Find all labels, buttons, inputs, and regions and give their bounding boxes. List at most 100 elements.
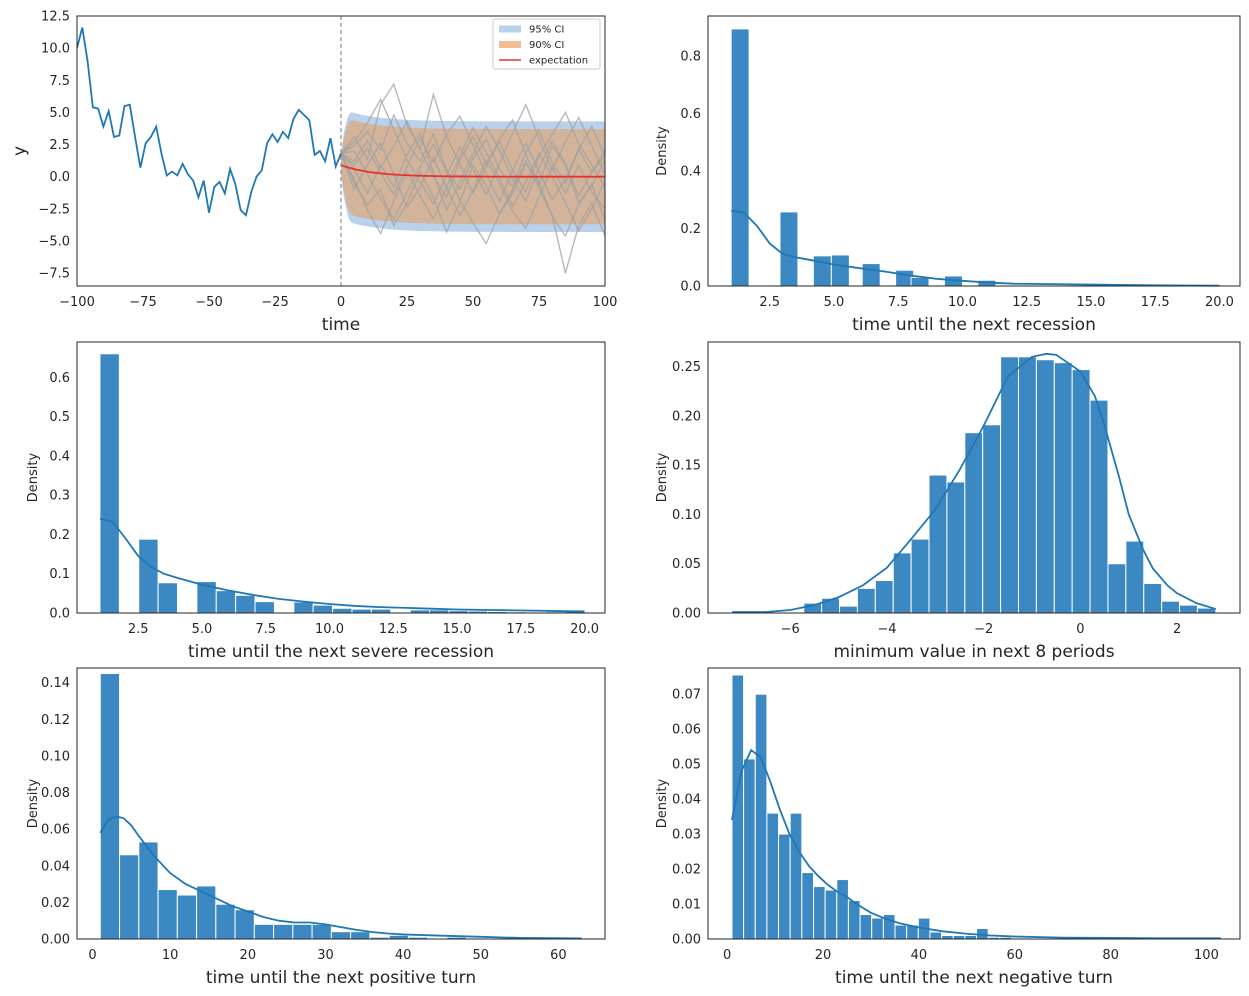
y-tick-label: 0.05 bbox=[672, 758, 701, 773]
y-axis-label: Density bbox=[26, 452, 41, 502]
histogram-bar bbox=[859, 914, 873, 940]
histogram-bar bbox=[138, 538, 159, 614]
histogram-bar bbox=[892, 552, 912, 614]
histogram-bar bbox=[235, 594, 256, 614]
histogram-bar bbox=[964, 935, 978, 940]
y-tick-label: 0.14 bbox=[41, 676, 70, 691]
x-tick-label: −100 bbox=[59, 295, 95, 310]
panel-1-forecast bbox=[77, 16, 605, 286]
histogram-bar bbox=[99, 672, 121, 940]
y-tick-label: 0.10 bbox=[41, 749, 70, 764]
x-tick-label: −2 bbox=[974, 622, 993, 637]
x-tick-label: 20.0 bbox=[570, 622, 599, 637]
histogram-bar bbox=[253, 923, 275, 940]
y-tick-label: 0.0 bbox=[49, 607, 70, 622]
y-tick-label: 0.02 bbox=[672, 863, 701, 878]
y-tick-label: 0.03 bbox=[672, 828, 701, 843]
plot-frame bbox=[707, 15, 1241, 287]
simulation-path bbox=[340, 126, 605, 235]
x-axis-label: time bbox=[322, 315, 360, 335]
y-tick-label: 0.06 bbox=[672, 723, 701, 738]
y-tick-label: −7.5 bbox=[38, 267, 70, 282]
histogram-bar bbox=[311, 923, 332, 940]
histogram-bar bbox=[330, 931, 352, 940]
histogram-bar bbox=[836, 879, 849, 940]
x-tick-label: 75 bbox=[531, 295, 548, 310]
plot-frame bbox=[707, 341, 1241, 614]
x-tick-label: 12.5 bbox=[379, 622, 408, 637]
histogram-bar bbox=[293, 601, 314, 614]
x-tick-label: 2.5 bbox=[759, 295, 780, 310]
histogram-bar bbox=[350, 931, 371, 940]
y-tick-label: 2.5 bbox=[49, 138, 70, 153]
legend-label: expectation bbox=[529, 56, 588, 67]
y-tick-label: 0.0 bbox=[680, 280, 701, 295]
histogram-bar bbox=[801, 872, 814, 940]
histogram-bar bbox=[215, 903, 236, 940]
panel-6-axes: 0 20 40 60 80 100 0.00 0.01 0.02 0.03 0.04 0.05 0.06… bbox=[655, 688, 1219, 988]
x-tick-label: 0 bbox=[88, 948, 96, 963]
y-tick-label: 0.00 bbox=[41, 933, 70, 948]
simulation-path bbox=[340, 153, 605, 238]
y-tick-label: 0.00 bbox=[672, 607, 701, 622]
simulation-path bbox=[340, 141, 605, 230]
y-tick-label: 0.12 bbox=[41, 713, 70, 728]
histogram-bar bbox=[856, 587, 876, 614]
y-tick-label: 0.02 bbox=[41, 896, 70, 911]
y-tick-label: 0.04 bbox=[672, 793, 701, 808]
x-tick-label: 40 bbox=[911, 948, 928, 963]
y-tick-label: 0.1 bbox=[49, 567, 70, 582]
legend-label: 90% CI bbox=[529, 40, 564, 51]
y-tick-label: 0.25 bbox=[672, 360, 701, 375]
histogram-bar bbox=[370, 608, 392, 614]
y-tick-label: 10.0 bbox=[41, 42, 70, 57]
y-axis-label: Density bbox=[655, 778, 670, 828]
plot-frame bbox=[707, 667, 1241, 940]
y-tick-label: 0.4 bbox=[680, 165, 701, 180]
x-tick-label: 60 bbox=[1006, 948, 1023, 963]
histogram-bar bbox=[1143, 582, 1163, 614]
x-tick-label: −25 bbox=[261, 295, 288, 310]
y-tick-label: 0.00 bbox=[672, 933, 701, 948]
histogram-bar bbox=[910, 538, 930, 614]
x-tick-label: 30 bbox=[317, 948, 334, 963]
histogram-bar bbox=[1071, 369, 1091, 614]
y-tick-label: 0.2 bbox=[49, 528, 70, 543]
x-tick-label: 15.0 bbox=[443, 622, 472, 637]
kde-line bbox=[99, 815, 582, 940]
x-tick-label: 40 bbox=[395, 948, 412, 963]
histogram-bar bbox=[254, 601, 275, 614]
x-tick-label: −6 bbox=[781, 622, 800, 637]
y-tick-label: 7.5 bbox=[49, 74, 70, 89]
x-tick-label: 100 bbox=[1194, 948, 1219, 963]
x-tick-label: 100 bbox=[593, 295, 618, 310]
histogram-bar bbox=[1000, 356, 1019, 614]
histogram-bar bbox=[789, 812, 803, 940]
y-tick-label: 0.4 bbox=[49, 449, 70, 464]
panel-5-histogram bbox=[99, 672, 583, 940]
histogram-bar bbox=[894, 924, 908, 940]
simulation-path bbox=[340, 143, 605, 274]
histogram-bar bbox=[234, 909, 255, 940]
x-tick-label: 12.5 bbox=[1012, 295, 1041, 310]
histogram-bar bbox=[730, 28, 750, 287]
x-tick-label: −4 bbox=[877, 622, 896, 637]
panel-2-histogram bbox=[730, 28, 1220, 287]
y-tick-label: 0.10 bbox=[672, 508, 701, 523]
x-axis-label: time until the next severe recession bbox=[188, 642, 494, 662]
x-tick-label: 17.5 bbox=[506, 622, 535, 637]
x-axis-label: time until the next positive turn bbox=[206, 968, 476, 988]
kde-line bbox=[731, 748, 1221, 940]
plot-frame bbox=[76, 341, 606, 614]
panel-5-axes: 0 10 20 30 40 50 60 0.00 0.02 0.04 0.06 0.08 0.10 0.1… bbox=[26, 676, 567, 988]
histogram-bar bbox=[874, 579, 894, 614]
histogram-bar bbox=[292, 923, 313, 940]
plot-frame bbox=[76, 15, 606, 287]
histogram-bar bbox=[964, 432, 984, 614]
y-axis-label: Density bbox=[655, 126, 670, 176]
y-tick-label: 12.5 bbox=[41, 10, 70, 25]
x-tick-label: 7.5 bbox=[255, 622, 276, 637]
x-tick-label: 5.0 bbox=[824, 295, 845, 310]
x-tick-label: 2.5 bbox=[128, 622, 149, 637]
